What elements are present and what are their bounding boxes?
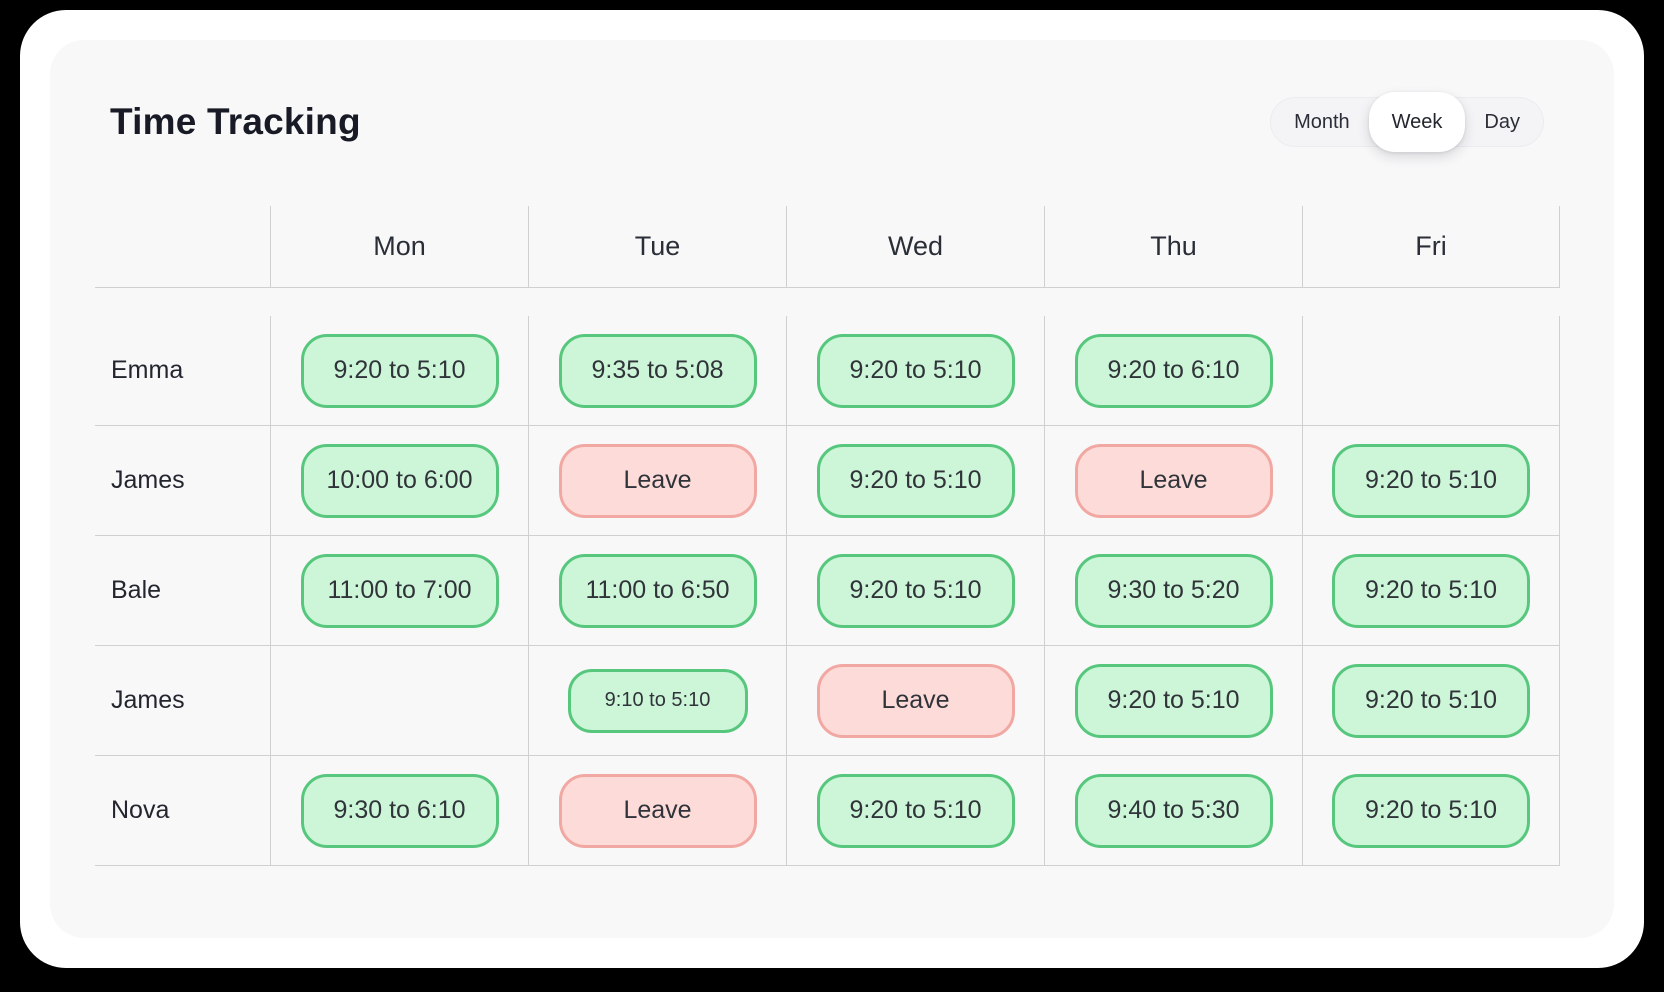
leave-badge[interactable]: Leave [558, 773, 757, 848]
schedule-cell [270, 646, 528, 756]
shift-time-badge[interactable]: 11:00 to 6:50 [558, 553, 757, 628]
schedule-cell: 9:20 to 5:10 [1302, 536, 1560, 646]
shift-time-badge[interactable]: 10:00 to 6:00 [300, 443, 499, 518]
toggle-option-week[interactable]: Week [1368, 92, 1466, 152]
toggle-option-day[interactable]: Day [1465, 97, 1539, 147]
row-label-james: James [95, 646, 270, 756]
shift-time-badge[interactable]: 11:00 to 7:00 [300, 553, 499, 628]
schedule-cell [1302, 316, 1560, 426]
schedule-cell: 9:35 to 5:08 [528, 316, 786, 426]
page-title: Time Tracking [110, 101, 361, 142]
shift-time-badge[interactable]: 9:10 to 5:10 [567, 668, 748, 733]
shift-time-badge[interactable]: 9:20 to 5:10 [1332, 663, 1530, 738]
shift-time-badge[interactable]: 9:40 to 5:30 [1074, 773, 1273, 848]
column-header-fri: Fri [1302, 206, 1560, 288]
view-toggle: Month Week Day [1270, 92, 1544, 152]
schedule-cell: 9:20 to 6:10 [1044, 316, 1302, 426]
table-corner-cell [95, 206, 270, 288]
shift-time-badge[interactable]: 9:20 to 6:10 [1074, 333, 1273, 408]
schedule-cell: 9:10 to 5:10 [528, 646, 786, 756]
schedule-cell: 9:20 to 5:10 [1044, 646, 1302, 756]
shift-time-badge[interactable]: 9:30 to 5:20 [1074, 553, 1273, 628]
shift-time-badge[interactable]: 9:20 to 5:10 [816, 443, 1015, 518]
row-label-james: James [95, 426, 270, 536]
shift-time-badge[interactable]: 9:20 to 5:10 [816, 553, 1015, 628]
schedule-cell: 11:00 to 7:00 [270, 536, 528, 646]
schedule-cell: Leave [786, 646, 1044, 756]
schedule-cell: 9:20 to 5:10 [786, 316, 1044, 426]
schedule-table: Mon Tue Wed Thu Fri Emma 9:20 to 5:10 9:35 to 5… [95, 206, 1560, 866]
leave-badge[interactable]: Leave [558, 443, 757, 518]
schedule-cell: Leave [528, 426, 786, 536]
shift-time-badge[interactable]: 9:20 to 5:10 [1332, 773, 1530, 848]
schedule-cell: 9:20 to 5:10 [786, 756, 1044, 866]
shift-time-badge[interactable]: 9:20 to 5:10 [1074, 663, 1273, 738]
schedule-cell: 9:20 to 5:10 [1302, 426, 1560, 536]
schedule-cell: 9:20 to 5:10 [1302, 756, 1560, 866]
schedule-cell: 9:30 to 6:10 [270, 756, 528, 866]
shift-time-badge[interactable]: 9:30 to 6:10 [300, 773, 499, 848]
shift-time-badge[interactable]: 9:20 to 5:10 [1332, 553, 1530, 628]
shift-time-badge[interactable]: 9:35 to 5:08 [558, 333, 757, 408]
shift-time-badge[interactable]: 9:20 to 5:10 [1332, 443, 1530, 518]
schedule-cell: Leave [1044, 426, 1302, 536]
row-label-nova: Nova [95, 756, 270, 866]
schedule-cell: 9:20 to 5:10 [1302, 646, 1560, 756]
shift-time-badge[interactable]: 9:20 to 5:10 [816, 333, 1015, 408]
schedule-cell: 9:20 to 5:10 [786, 426, 1044, 536]
schedule-cell: 9:20 to 5:10 [786, 536, 1044, 646]
column-header-thu: Thu [1044, 206, 1302, 288]
time-tracking-panel: Time Tracking Month Week Day Mon Tue Wed Thu F… [50, 40, 1614, 938]
schedule-cell: 9:30 to 5:20 [1044, 536, 1302, 646]
schedule-cell: 11:00 to 6:50 [528, 536, 786, 646]
row-label-emma: Emma [95, 316, 270, 426]
schedule-cell: 9:40 to 5:30 [1044, 756, 1302, 866]
schedule-cell: Leave [528, 756, 786, 866]
column-header-tue: Tue [528, 206, 786, 288]
schedule-cell: 9:20 to 5:10 [270, 316, 528, 426]
column-header-mon: Mon [270, 206, 528, 288]
header-bar: Time Tracking Month Week Day [110, 92, 1544, 152]
toggle-option-month[interactable]: Month [1275, 97, 1369, 147]
schedule-cell: 10:00 to 6:00 [270, 426, 528, 536]
row-label-bale: Bale [95, 536, 270, 646]
shift-time-badge[interactable]: 9:20 to 5:10 [816, 773, 1015, 848]
leave-badge[interactable]: Leave [1074, 443, 1273, 518]
shift-time-badge[interactable]: 9:20 to 5:10 [300, 333, 499, 408]
column-header-wed: Wed [786, 206, 1044, 288]
app-card: Time Tracking Month Week Day Mon Tue Wed Thu F… [20, 10, 1644, 968]
leave-badge[interactable]: Leave [816, 663, 1015, 738]
